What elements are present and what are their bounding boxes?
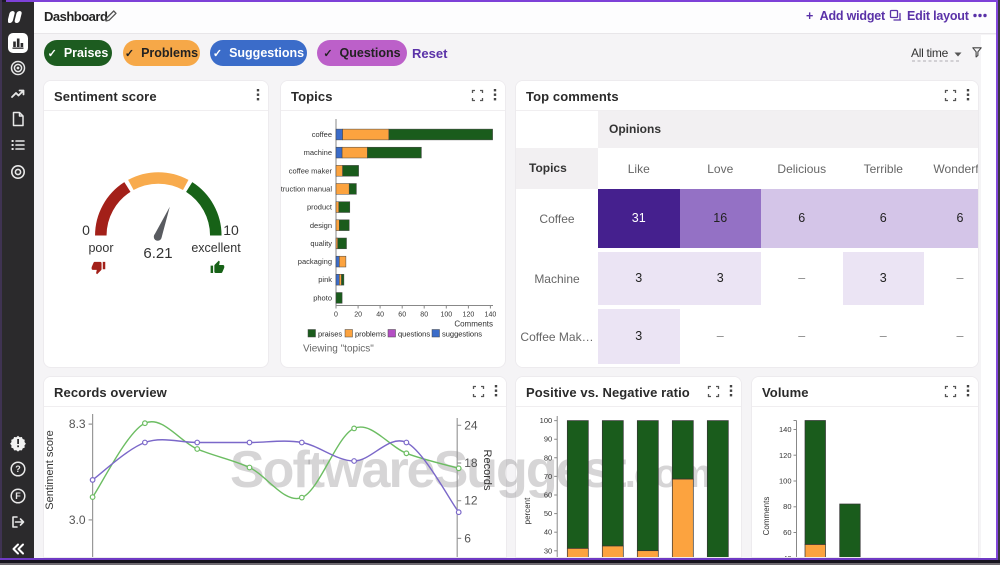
- svg-text:100: 100: [540, 416, 553, 425]
- svg-text:80: 80: [544, 453, 552, 462]
- svg-text:6: 6: [464, 531, 471, 545]
- svg-text:3.0: 3.0: [69, 513, 86, 527]
- svg-text:140: 140: [485, 312, 497, 319]
- svg-text:poor: poor: [88, 241, 113, 255]
- svg-text:120: 120: [463, 312, 475, 319]
- svg-text:praises: praises: [318, 330, 342, 339]
- svg-text:30: 30: [544, 546, 552, 555]
- svg-text:80: 80: [783, 502, 791, 511]
- svg-text:questions: questions: [398, 330, 430, 339]
- svg-text:120: 120: [779, 451, 792, 460]
- svg-text:50: 50: [544, 509, 552, 518]
- svg-text:12: 12: [464, 494, 478, 508]
- svg-text:10: 10: [223, 222, 239, 238]
- svg-text:8.3: 8.3: [69, 417, 86, 431]
- svg-text:Sentiment score: Sentiment score: [44, 430, 56, 509]
- svg-text:100: 100: [440, 312, 452, 319]
- svg-text:40: 40: [544, 528, 552, 537]
- svg-text:machine: machine: [304, 148, 332, 157]
- svg-text:packaging: packaging: [298, 257, 332, 266]
- svg-text:percent: percent: [523, 497, 532, 524]
- svg-text:pink: pink: [318, 275, 332, 284]
- svg-text:80: 80: [420, 312, 428, 319]
- svg-text:140: 140: [779, 425, 792, 434]
- svg-text:60: 60: [544, 491, 552, 500]
- svg-text:24: 24: [464, 418, 478, 432]
- svg-text:100: 100: [779, 477, 792, 486]
- svg-text:0: 0: [82, 222, 90, 238]
- svg-text:90: 90: [544, 435, 552, 444]
- svg-text:suggestions: suggestions: [442, 330, 482, 339]
- svg-text:Viewing "topics": Viewing "topics": [303, 344, 374, 355]
- svg-text:60: 60: [783, 528, 791, 537]
- svg-text:Records: Records: [481, 450, 493, 491]
- svg-text:coffee maker: coffee maker: [289, 166, 333, 175]
- svg-text:excellent: excellent: [191, 241, 241, 255]
- svg-text:problems: problems: [355, 330, 386, 339]
- svg-text:Comments: Comments: [454, 320, 493, 329]
- svg-text:6.21: 6.21: [143, 245, 172, 262]
- svg-text:18: 18: [464, 456, 478, 470]
- svg-text:product: product: [307, 203, 333, 212]
- svg-text:0: 0: [334, 312, 338, 319]
- svg-text:40: 40: [783, 554, 791, 558]
- svg-text:struction manual: struction manual: [281, 184, 332, 193]
- svg-text:20: 20: [354, 312, 362, 319]
- svg-text:70: 70: [544, 472, 552, 481]
- svg-text:design: design: [310, 221, 332, 230]
- svg-text:F: F: [15, 491, 21, 501]
- svg-text:?: ?: [15, 464, 21, 474]
- svg-text:60: 60: [398, 312, 406, 319]
- svg-text:photo: photo: [313, 293, 332, 302]
- svg-text:Comments: Comments: [762, 497, 771, 536]
- svg-text:coffee: coffee: [312, 130, 332, 139]
- svg-text:40: 40: [376, 312, 384, 319]
- svg-text:quality: quality: [310, 239, 332, 248]
